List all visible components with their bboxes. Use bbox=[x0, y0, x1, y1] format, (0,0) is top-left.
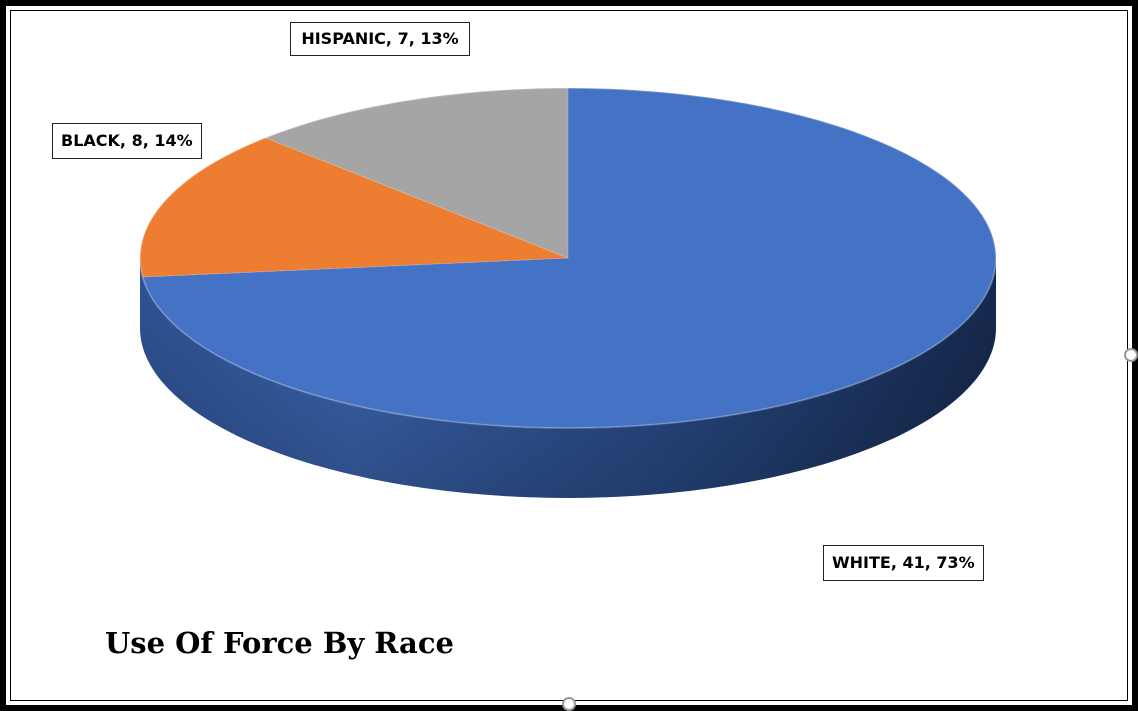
pie-side-shade bbox=[140, 258, 996, 498]
resize-handle-bottom[interactable] bbox=[562, 697, 576, 711]
data-label-hispanic[interactable]: HISPANIC, 7, 13% bbox=[290, 22, 470, 56]
pie-rim-highlight bbox=[139, 87, 997, 429]
pie-slice-hispanic[interactable] bbox=[264, 87, 569, 259]
pie-slice-white[interactable] bbox=[142, 87, 997, 429]
pie-slice-black[interactable] bbox=[139, 137, 569, 278]
resize-handle-right[interactable] bbox=[1124, 348, 1138, 362]
data-label-black[interactable]: BLACK, 8, 14% bbox=[52, 123, 202, 159]
chart-title: Use Of Force By Race bbox=[105, 626, 454, 660]
data-label-white[interactable]: WHITE, 41, 73% bbox=[823, 545, 984, 581]
